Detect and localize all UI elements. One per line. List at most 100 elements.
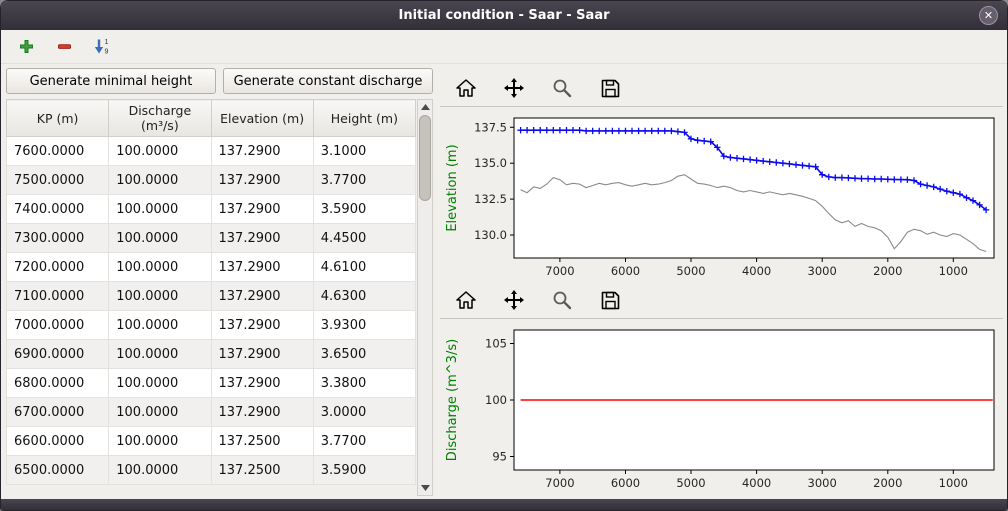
zoom-icon bbox=[553, 291, 572, 310]
table-scrollbar[interactable] bbox=[417, 99, 433, 496]
generate-constant-discharge-button[interactable]: Generate constant discharge bbox=[223, 68, 433, 94]
table-cell[interactable]: 7000.0000 bbox=[5, 310, 110, 340]
svg-text:3000: 3000 bbox=[808, 264, 837, 278]
table-cell[interactable]: 3.7700 bbox=[312, 165, 417, 195]
table-row[interactable]: 7300.0000 100.0000 137.2900 4.4500 bbox=[5, 223, 417, 253]
table-row[interactable]: 6800.0000 100.0000 137.2900 3.3800 bbox=[5, 368, 417, 398]
remove-row-button[interactable] bbox=[51, 34, 77, 60]
table-cell[interactable]: 100.0000 bbox=[108, 339, 212, 369]
zoom-button[interactable] bbox=[550, 76, 574, 100]
table-cell[interactable]: 100.0000 bbox=[108, 368, 212, 398]
table-row[interactable]: 6700.0000 100.0000 137.2900 3.0000 bbox=[5, 397, 417, 427]
table-row[interactable]: 7200.0000 100.0000 137.2900 4.6100 bbox=[5, 252, 417, 282]
table-cell[interactable]: 137.2900 bbox=[210, 223, 314, 253]
table-cell[interactable]: 100.0000 bbox=[108, 136, 212, 166]
table-cell[interactable]: 7500.0000 bbox=[5, 165, 110, 195]
table-cell[interactable]: 100.0000 bbox=[108, 281, 212, 311]
table-cell[interactable]: 137.2900 bbox=[210, 281, 314, 311]
generate-minimal-height-button[interactable]: Generate minimal height bbox=[6, 68, 216, 94]
table-cell[interactable]: 4.6100 bbox=[312, 252, 417, 282]
scrollbar-track[interactable] bbox=[418, 114, 432, 481]
table-cell[interactable]: 137.2900 bbox=[210, 397, 314, 427]
table-cell[interactable]: 100.0000 bbox=[108, 426, 212, 456]
table-cell[interactable]: 7400.0000 bbox=[5, 194, 110, 224]
svg-text:5000: 5000 bbox=[676, 264, 705, 278]
home-button[interactable] bbox=[454, 76, 478, 100]
table-cell[interactable]: 3.3800 bbox=[312, 368, 417, 398]
table-cell[interactable]: 3.6500 bbox=[312, 339, 417, 369]
table-cell[interactable]: 100.0000 bbox=[108, 165, 212, 195]
table-cell[interactable]: 137.2900 bbox=[210, 339, 314, 369]
arrow-down-icon bbox=[420, 485, 430, 491]
table-row[interactable]: 7600.0000 100.0000 137.2900 3.1000 bbox=[5, 136, 417, 166]
add-row-button[interactable] bbox=[13, 34, 39, 60]
table-cell[interactable]: 4.6300 bbox=[312, 281, 417, 311]
table-cell[interactable]: 7200.0000 bbox=[5, 252, 110, 282]
table-row[interactable]: 6600.0000 100.0000 137.2500 3.7700 bbox=[5, 426, 417, 456]
table-cell[interactable]: 3.9300 bbox=[312, 310, 417, 340]
svg-text:6000: 6000 bbox=[611, 476, 640, 490]
table-row[interactable]: 6900.0000 100.0000 137.2900 3.6500 bbox=[5, 339, 417, 369]
scroll-up-button[interactable] bbox=[418, 100, 432, 114]
table-cell[interactable]: 3.1000 bbox=[312, 136, 417, 166]
table-cell[interactable]: 137.2900 bbox=[210, 136, 314, 166]
table-cell[interactable]: 137.2900 bbox=[210, 165, 314, 195]
table-cell[interactable]: 100.0000 bbox=[108, 223, 212, 253]
pan-button[interactable] bbox=[502, 288, 526, 312]
svg-text:Discharge (m^3/s): Discharge (m^3/s) bbox=[445, 339, 460, 461]
table-cell[interactable]: 6600.0000 bbox=[5, 426, 110, 456]
svg-text:1000: 1000 bbox=[939, 476, 968, 490]
table-cell[interactable]: 137.2900 bbox=[210, 310, 314, 340]
table-cell[interactable]: 100.0000 bbox=[108, 194, 212, 224]
table-cell[interactable]: 6800.0000 bbox=[5, 368, 110, 398]
table-cell[interactable]: 3.0000 bbox=[312, 397, 417, 427]
table-cell[interactable]: 6500.0000 bbox=[5, 455, 110, 485]
table-row[interactable]: 7400.0000 100.0000 137.2900 3.5900 bbox=[5, 194, 417, 224]
arrow-up-icon bbox=[420, 104, 430, 110]
svg-text:9: 9 bbox=[105, 49, 109, 56]
table-cell[interactable]: 7600.0000 bbox=[5, 136, 110, 166]
table-cell[interactable]: 137.2900 bbox=[210, 368, 314, 398]
column-header[interactable]: Discharge (m³/s) bbox=[108, 99, 212, 137]
table-row[interactable]: 6500.0000 100.0000 137.2500 3.5900 bbox=[5, 455, 417, 485]
table-cell[interactable]: 137.2500 bbox=[210, 455, 314, 485]
table-cell[interactable]: 4.4500 bbox=[312, 223, 417, 253]
svg-text:6000: 6000 bbox=[611, 264, 640, 278]
window-bottom-edge bbox=[1, 499, 1007, 510]
table-cell[interactable]: 137.2500 bbox=[210, 426, 314, 456]
discharge-chart[interactable]: 7000 6000 5000 4000 3000 2000 1000 95 100 105 Disc… bbox=[440, 322, 1002, 494]
table-cell[interactable]: 6900.0000 bbox=[5, 339, 110, 369]
table-row[interactable]: 7100.0000 100.0000 137.2900 4.6300 bbox=[5, 281, 417, 311]
table-cell[interactable]: 7300.0000 bbox=[5, 223, 110, 253]
zoom-button[interactable] bbox=[550, 288, 574, 312]
table-cell[interactable]: 100.0000 bbox=[108, 310, 212, 340]
scrollbar-thumb[interactable] bbox=[419, 115, 431, 201]
sort-button[interactable]: 1 9 bbox=[89, 34, 115, 60]
save-button[interactable] bbox=[598, 288, 622, 312]
save-button[interactable] bbox=[598, 76, 622, 100]
table-cell[interactable]: 100.0000 bbox=[108, 455, 212, 485]
home-button[interactable] bbox=[454, 288, 478, 312]
table-cell[interactable]: 100.0000 bbox=[108, 397, 212, 427]
table-cell[interactable]: 137.2900 bbox=[210, 194, 314, 224]
table-cell[interactable]: 3.5900 bbox=[312, 194, 417, 224]
column-header[interactable]: Elevation (m) bbox=[210, 99, 314, 137]
table-row[interactable]: 7000.0000 100.0000 137.2900 3.9300 bbox=[5, 310, 417, 340]
pan-button[interactable] bbox=[502, 76, 526, 100]
titlebar[interactable]: Initial condition - Saar - Saar ✕ bbox=[1, 1, 1007, 30]
table-cell[interactable]: 137.2900 bbox=[210, 252, 314, 282]
svg-text:1000: 1000 bbox=[939, 264, 968, 278]
svg-text:130.0: 130.0 bbox=[474, 228, 507, 242]
table-cell[interactable]: 6700.0000 bbox=[5, 397, 110, 427]
table-cell[interactable]: 3.7700 bbox=[312, 426, 417, 456]
column-header[interactable]: KP (m) bbox=[5, 99, 110, 137]
table-row[interactable]: 7500.0000 100.0000 137.2900 3.7700 bbox=[5, 165, 417, 195]
table-cell[interactable]: 3.5900 bbox=[312, 455, 417, 485]
home-icon bbox=[456, 79, 476, 97]
table-cell[interactable]: 7100.0000 bbox=[5, 281, 110, 311]
close-button[interactable]: ✕ bbox=[979, 6, 998, 25]
elevation-chart[interactable]: 7000 6000 5000 4000 3000 2000 1000 130.0 132.5 13… bbox=[440, 110, 1002, 282]
scroll-down-button[interactable] bbox=[418, 481, 432, 495]
table-cell[interactable]: 100.0000 bbox=[108, 252, 212, 282]
column-header[interactable]: Height (m) bbox=[312, 99, 417, 137]
